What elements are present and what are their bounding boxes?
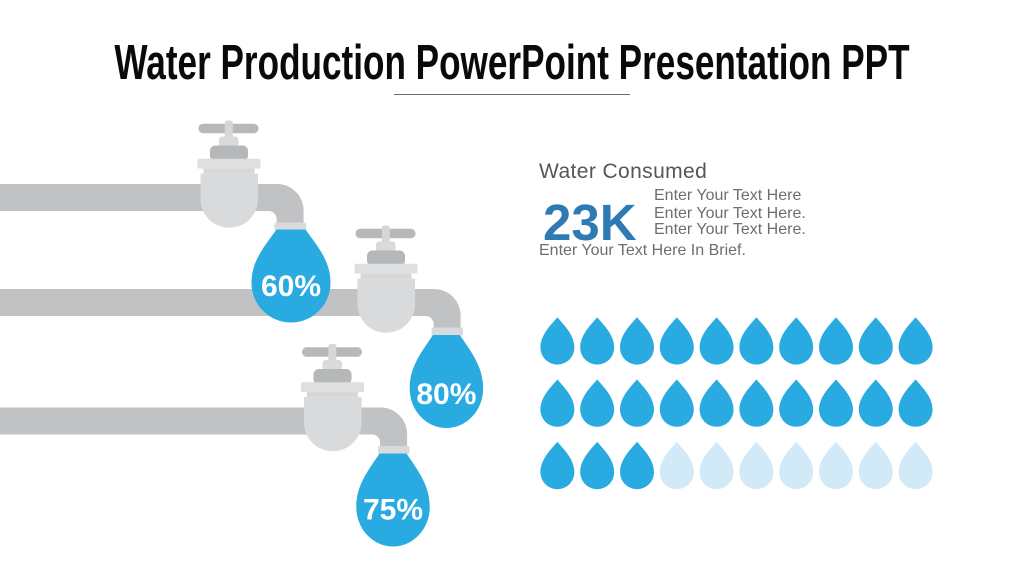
svg-text:75%: 75% <box>363 494 423 527</box>
svg-text:80%: 80% <box>416 378 476 411</box>
svg-text:60%: 60% <box>261 270 321 303</box>
